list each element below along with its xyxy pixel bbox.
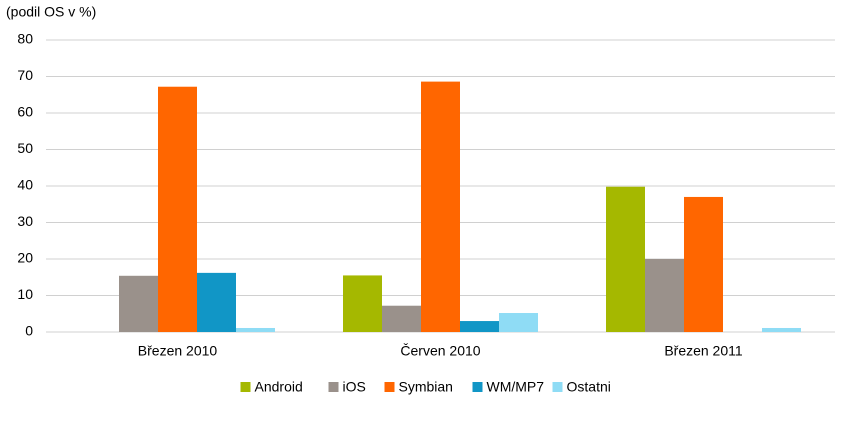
legend-label: Symbian xyxy=(399,379,453,395)
legend-swatch xyxy=(552,382,563,392)
x-tick-label: Červen 2010 xyxy=(400,343,480,359)
y-tick-label: 50 xyxy=(17,140,33,156)
legend-label: Ostatni xyxy=(567,379,611,395)
legend-label: Android xyxy=(255,379,303,395)
bar xyxy=(645,259,684,332)
y-tick-label: 40 xyxy=(17,177,33,193)
y-tick-label: 30 xyxy=(17,213,33,229)
bar xyxy=(499,313,538,332)
legend-swatch xyxy=(472,382,483,392)
y-tick-label: 70 xyxy=(17,67,33,83)
bar xyxy=(158,86,197,332)
bar xyxy=(119,275,158,332)
bar xyxy=(236,327,275,332)
legend-swatch xyxy=(384,382,395,392)
bar xyxy=(343,275,382,332)
bar xyxy=(197,272,236,332)
bar xyxy=(762,327,801,332)
bar xyxy=(382,305,421,332)
legend-swatch xyxy=(240,382,251,392)
legend-swatch xyxy=(328,382,339,392)
y-axis-label: (podil OS v %) xyxy=(6,4,96,20)
bar xyxy=(421,81,460,332)
x-tick-label: Březen 2010 xyxy=(138,343,218,359)
bar xyxy=(684,196,723,332)
bar xyxy=(606,186,645,332)
bar xyxy=(460,321,499,332)
y-tick-label: 10 xyxy=(17,286,33,302)
y-tick-label: 20 xyxy=(17,250,33,266)
y-tick-label: 0 xyxy=(25,323,33,339)
legend-label: iOS xyxy=(343,379,366,395)
y-tick-label: 60 xyxy=(17,104,33,120)
legend-label: WM/MP7 xyxy=(487,379,545,395)
y-tick-label: 80 xyxy=(17,31,33,47)
x-tick-label: Březen 2011 xyxy=(664,343,743,359)
